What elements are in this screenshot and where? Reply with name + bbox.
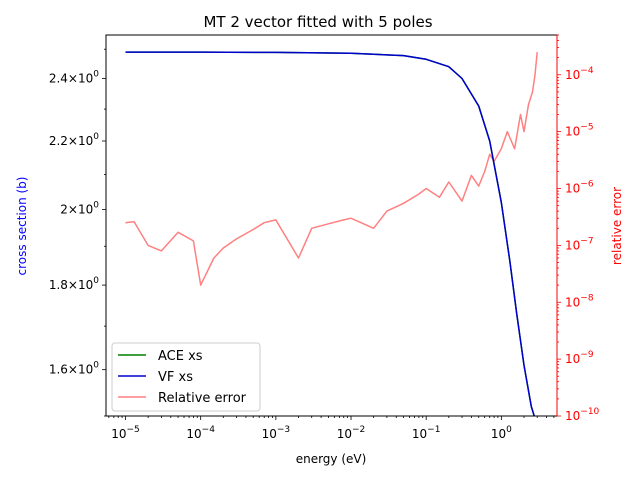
legend-label: VF xs	[158, 370, 193, 385]
x-tick-label: 10−4	[186, 425, 215, 441]
y-left-tick-label: 2×100	[60, 200, 99, 216]
legend-frame	[111, 342, 261, 412]
y-axis-left-label: cross section (b)	[15, 177, 29, 276]
y-right-tick-label: 10−9	[565, 350, 594, 366]
y-right-tick-label: 10−5	[565, 123, 594, 139]
y-right-tick-label: 10−10	[565, 407, 600, 423]
y-left-tick-label: 2.4×100	[49, 70, 99, 86]
x-axis-label: energy (eV)	[296, 452, 367, 466]
y-axis-right-label: relative error	[610, 187, 624, 265]
y-right-tick-label: 10−4	[565, 66, 594, 82]
x-tick-label: 10−2	[337, 425, 366, 441]
y-left-tick-label: 1.8×100	[49, 276, 99, 292]
y-right-tick-label: 10−7	[565, 236, 594, 252]
chart-title: MT 2 vector fitted with 5 poles	[203, 13, 432, 31]
y-right-tick-label: 10−8	[565, 293, 594, 309]
y-axis-right: 10−4 10−5 10−6 10−7 10−8 10−9 10−10	[556, 34, 600, 423]
y-left-tick-label: 2.2×100	[49, 132, 99, 148]
x-tick-label: 10−5	[111, 425, 140, 441]
x-tick-label: 10−3	[262, 425, 291, 441]
legend-label: Relative error	[158, 391, 247, 406]
series-line-relative-error	[125, 52, 538, 286]
y-left-tick-label: 1.6×100	[49, 361, 99, 377]
series-line-vf-xs	[125, 51, 536, 416]
x-tick-label: 100	[491, 425, 512, 441]
legend-label: ACE xs	[158, 349, 203, 364]
legend: ACE xs VF xs Relative error	[111, 342, 261, 412]
y-right-tick-label: 10−6	[565, 180, 594, 196]
x-tick-label: 10−1	[412, 425, 441, 441]
plot-area	[105, 34, 558, 417]
y-axis-left: 2.4×100 2.2×100 2×100 1.8×100 1.6×100	[49, 48, 106, 417]
x-axis: 10−5 10−4 10−3 10−2 10−1 100	[108, 416, 555, 441]
